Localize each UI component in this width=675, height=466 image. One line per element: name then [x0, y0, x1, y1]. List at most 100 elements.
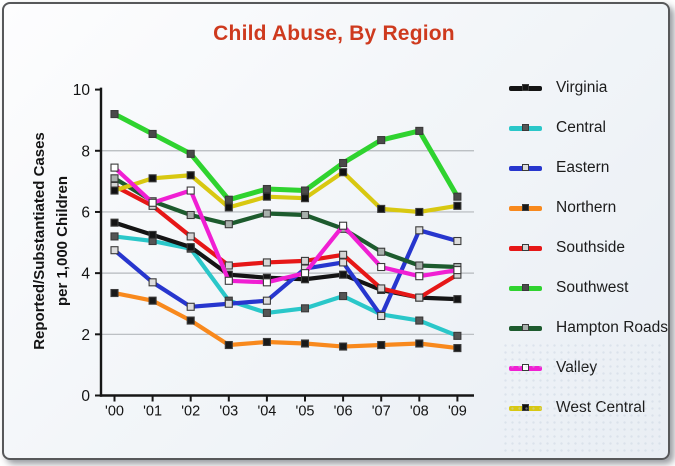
- series-marker-southwest: [148, 129, 157, 139]
- legend-swatch: [509, 403, 542, 411]
- series-marker-west-central: [339, 168, 348, 177]
- legend-marker-icon: [522, 203, 529, 211]
- series-marker-southwest: [262, 184, 271, 194]
- legend-marker-icon: [522, 123, 529, 131]
- y-tick-label: 8: [81, 143, 90, 160]
- legend-marker-icon: [522, 363, 529, 371]
- legend-label: Eastern: [556, 159, 610, 176]
- legend-label: West Central: [556, 399, 646, 416]
- legend-marker-icon: [522, 403, 529, 411]
- series-marker-valley: [415, 272, 424, 281]
- series-marker-hampton-roads: [415, 261, 424, 270]
- legend-marker-icon: [522, 243, 529, 251]
- series-marker-valley: [186, 186, 195, 195]
- x-tick-label: '02: [181, 404, 200, 420]
- legend-item-southside: Southside: [509, 236, 668, 260]
- legend-swatch: [509, 123, 542, 131]
- series-line-northern: [112, 290, 460, 351]
- series-marker-hampton-roads: [377, 247, 386, 256]
- series-marker-southside: [377, 284, 386, 293]
- series-line-southside: [112, 183, 460, 300]
- legend-label: Hampton Roads: [556, 319, 669, 336]
- series-marker-west-central: [377, 204, 386, 213]
- series-marker-southwest: [377, 136, 386, 145]
- series-line-southwest: [112, 111, 460, 203]
- series-marker-west-central: [262, 192, 271, 201]
- legend-swatch: [509, 363, 542, 371]
- series-marker-hampton-roads: [224, 220, 233, 229]
- series-marker-valley: [453, 266, 462, 275]
- series-marker-southwest: [453, 192, 462, 201]
- y-tick-label: 6: [81, 204, 90, 221]
- y-tick-label: 0: [81, 388, 90, 405]
- series-marker-central: [453, 331, 462, 340]
- legend-swatch: [509, 323, 542, 331]
- series-marker-hampton-roads: [110, 174, 119, 183]
- series-marker-west-central: [453, 201, 462, 210]
- series-marker-southwest: [415, 126, 424, 135]
- series-marker-northern: [262, 337, 271, 347]
- series-marker-valley: [110, 163, 119, 172]
- series-marker-southside: [339, 250, 348, 259]
- series-marker-northern: [415, 339, 424, 348]
- legend-item-eastern: Eastern: [509, 156, 668, 180]
- series-marker-eastern: [186, 302, 195, 311]
- series-marker-eastern: [148, 278, 157, 287]
- series-marker-northern: [110, 288, 119, 298]
- x-tick-label: '04: [257, 404, 276, 420]
- series-marker-virginia: [148, 230, 157, 239]
- legend-swatch: [509, 283, 542, 291]
- plot-area: 0 2 4 6 8 10 '00 '01 '02 '03 '04 '05 '06 '07 '08 '09: [73, 82, 474, 420]
- series-marker-virginia: [453, 295, 462, 304]
- legend-item-virginia: Virginia: [509, 76, 668, 100]
- legend-swatch: [509, 83, 542, 91]
- legend-item-southwest: Southwest: [509, 276, 668, 300]
- series-marker-west-central: [110, 186, 119, 195]
- series-marker-valley: [377, 262, 386, 272]
- series-marker-west-central: [300, 194, 310, 203]
- y-tick-label: 10: [73, 82, 91, 99]
- series-marker-northern: [339, 342, 348, 351]
- legend-marker-icon: [522, 83, 529, 91]
- series-line-central: [112, 234, 460, 338]
- series-marker-valley: [148, 198, 157, 207]
- legend-label: Southwest: [556, 279, 629, 296]
- x-tick-label: '03: [219, 404, 238, 420]
- series-marker-southside: [186, 232, 195, 241]
- series-marker-northern: [224, 340, 233, 350]
- series-marker-southwest: [339, 158, 348, 168]
- legend-swatch: [509, 163, 542, 171]
- series-marker-valley: [224, 276, 233, 285]
- x-tick-label: '06: [334, 404, 353, 420]
- series-marker-eastern: [262, 296, 271, 305]
- series-marker-southside: [415, 293, 424, 302]
- series-marker-southwest: [110, 110, 119, 119]
- series-marker-southside: [300, 256, 310, 265]
- x-tick-label: '01: [143, 404, 162, 420]
- series-marker-eastern: [224, 299, 233, 308]
- series-marker-northern: [377, 340, 386, 350]
- x-tick-label: '09: [448, 404, 467, 420]
- series-marker-virginia: [186, 243, 195, 252]
- series-marker-central: [415, 316, 424, 325]
- series-marker-valley: [262, 278, 271, 287]
- legend: Virginia Central Eastern Northern Southside S…: [509, 76, 668, 420]
- x-tick-label: '00: [105, 404, 124, 420]
- series-marker-hampton-roads: [262, 209, 271, 218]
- legend-swatch: [509, 203, 542, 211]
- legend-label: Valley: [556, 359, 598, 376]
- series-marker-eastern: [453, 236, 462, 246]
- series-marker-southwest: [186, 149, 195, 158]
- series-marker-northern: [186, 316, 195, 325]
- chart-panel: Child Abuse, By Region Reported/Substant…: [2, 2, 670, 460]
- legend-item-west-central: West Central: [509, 396, 668, 420]
- series-marker-eastern: [377, 311, 386, 321]
- series-marker-west-central: [186, 171, 195, 180]
- series-marker-northern: [300, 339, 310, 348]
- series-marker-west-central: [415, 207, 424, 217]
- series-line-west-central: [112, 170, 460, 215]
- series-marker-northern: [148, 296, 157, 305]
- series-marker-eastern: [110, 246, 119, 255]
- series-marker-virginia: [339, 270, 348, 279]
